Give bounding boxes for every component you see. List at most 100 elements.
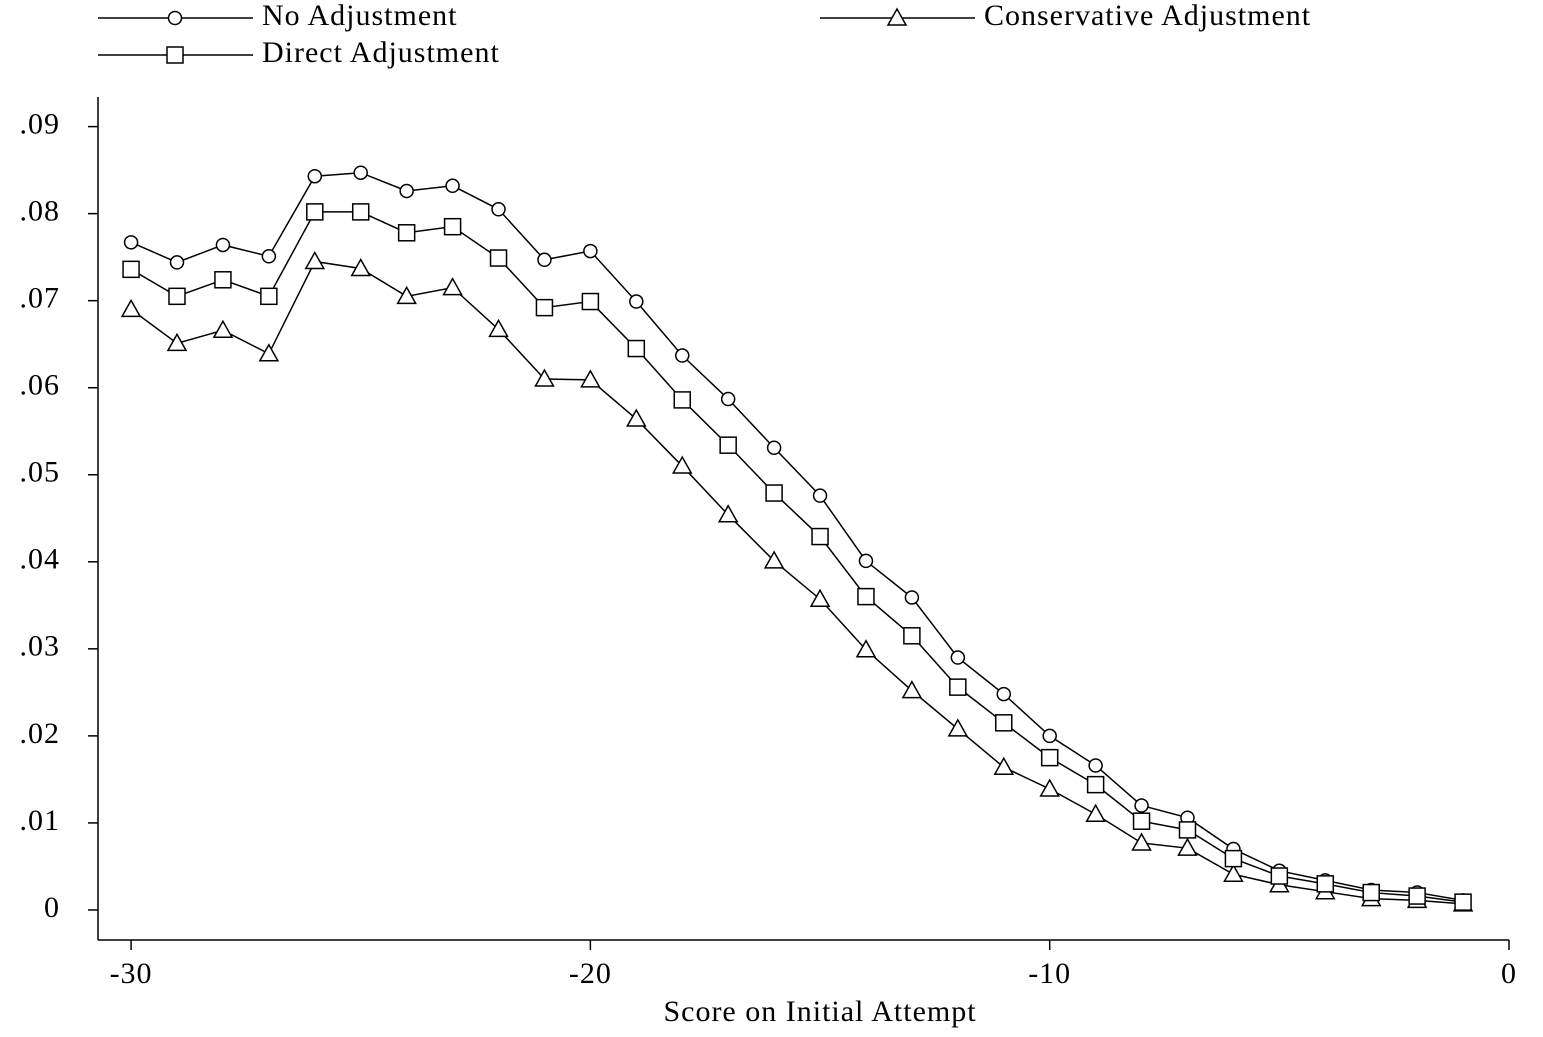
marker — [720, 391, 736, 407]
marker — [993, 756, 1015, 775]
marker — [1042, 728, 1057, 744]
marker — [122, 260, 140, 279]
marker — [307, 168, 323, 184]
y-tick-label: 0 — [44, 891, 60, 924]
marker — [166, 332, 188, 352]
y-tick-label: .04 — [20, 543, 61, 576]
marker — [858, 553, 874, 569]
marker — [580, 369, 601, 388]
marker — [857, 587, 875, 606]
marker — [1134, 798, 1149, 813]
marker — [766, 440, 782, 456]
x-tick-label: 0 — [1501, 957, 1517, 990]
marker — [950, 650, 966, 665]
y-tick-label: .05 — [20, 456, 61, 489]
marker — [947, 718, 969, 737]
x-axis-label: Score on Initial Attempt — [663, 995, 976, 1028]
marker — [353, 165, 368, 180]
marker — [763, 550, 785, 569]
legend-marker — [167, 10, 183, 26]
marker — [443, 217, 462, 236]
marker — [1178, 821, 1197, 839]
marker — [399, 183, 414, 199]
marker — [212, 319, 234, 339]
y-tick-label: .06 — [20, 369, 61, 402]
marker — [214, 271, 232, 289]
marker — [397, 224, 416, 242]
marker — [258, 343, 280, 362]
marker — [491, 202, 506, 217]
marker — [1088, 758, 1103, 773]
marker — [901, 680, 923, 699]
legend-label: Conservative Adjustment — [984, 0, 1311, 32]
marker — [1454, 893, 1472, 911]
marker — [350, 257, 372, 277]
marker — [627, 339, 646, 358]
marker — [717, 504, 739, 523]
marker — [260, 287, 278, 306]
y-tick-label: .03 — [20, 630, 61, 663]
y-tick-label: .01 — [20, 804, 61, 837]
marker — [673, 391, 691, 409]
marker — [1177, 837, 1198, 856]
y-tick-label: .08 — [20, 195, 61, 228]
marker — [534, 368, 555, 387]
legend-marker — [886, 7, 908, 26]
marker — [1223, 863, 1244, 883]
series-line — [130, 171, 1464, 902]
marker — [1085, 803, 1106, 822]
x-tick-label: -20 — [569, 957, 612, 990]
marker — [811, 527, 829, 546]
marker — [215, 237, 231, 253]
marker — [996, 686, 1012, 702]
marker — [120, 298, 142, 318]
y-tick-label: .02 — [20, 717, 61, 750]
marker — [583, 243, 598, 259]
marker — [809, 588, 831, 607]
marker — [949, 678, 967, 696]
series-line — [130, 260, 1464, 905]
marker — [535, 298, 554, 317]
legend-marker — [166, 46, 184, 64]
marker — [903, 627, 921, 645]
marker — [719, 436, 737, 454]
marker — [1131, 832, 1152, 851]
marker — [488, 318, 509, 338]
marker — [445, 178, 460, 194]
marker — [169, 255, 185, 270]
y-tick-label: .07 — [20, 282, 61, 315]
y-tick-label: .09 — [20, 107, 61, 140]
marker — [812, 488, 828, 503]
marker — [537, 252, 552, 268]
marker — [674, 348, 690, 363]
marker — [995, 714, 1013, 732]
marker — [261, 249, 277, 264]
marker — [855, 639, 877, 658]
marker — [304, 250, 326, 270]
marker — [1362, 883, 1380, 902]
marker — [1040, 748, 1059, 767]
marker — [1039, 778, 1060, 797]
marker — [489, 249, 508, 267]
marker — [629, 294, 644, 309]
legend-label: Direct Adjustment — [262, 36, 500, 69]
marker — [1408, 887, 1426, 905]
marker — [626, 408, 647, 427]
marker — [1316, 875, 1335, 893]
marker — [351, 203, 370, 221]
marker — [396, 285, 417, 305]
marker — [1270, 867, 1289, 885]
marker — [1224, 849, 1243, 868]
marker — [168, 287, 186, 306]
marker — [1132, 812, 1151, 830]
marker — [442, 277, 463, 296]
legend-label: No Adjustment — [262, 0, 458, 32]
x-tick-label: -10 — [1028, 957, 1071, 990]
marker — [671, 455, 693, 474]
marker — [306, 203, 324, 221]
marker — [581, 292, 600, 311]
marker — [1086, 775, 1105, 794]
marker — [765, 484, 783, 502]
